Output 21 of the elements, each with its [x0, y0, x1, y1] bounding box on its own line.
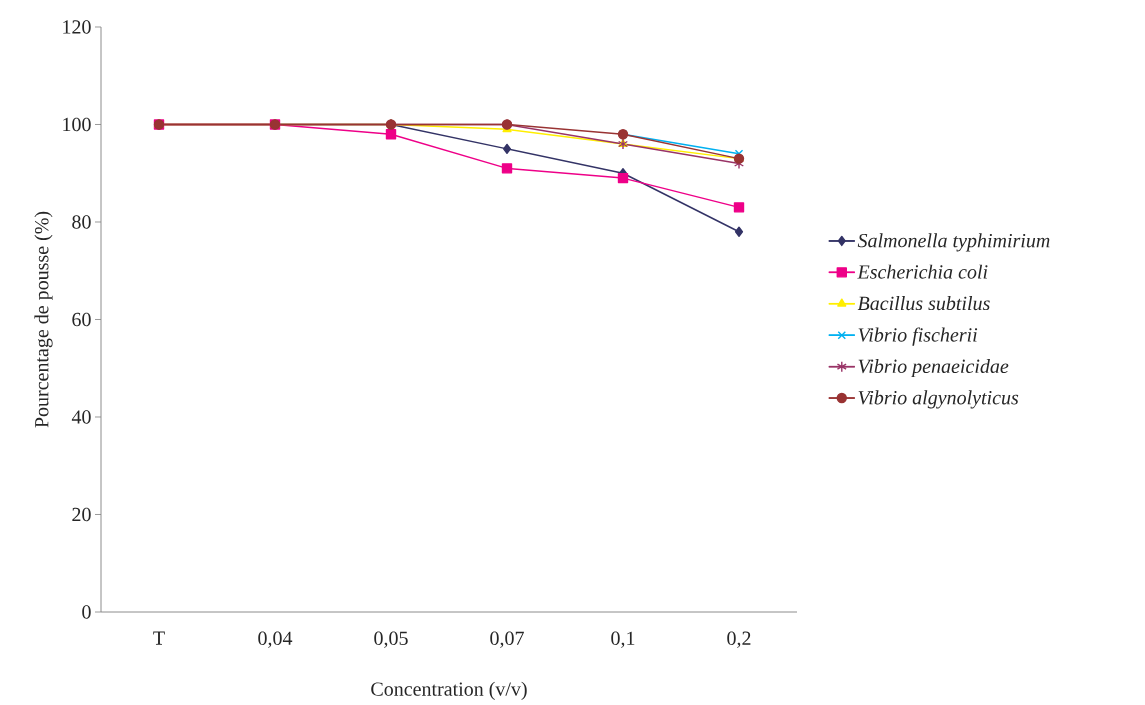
- y-tick-label: 80: [72, 215, 91, 229]
- x-tick-label: 0,07: [490, 631, 524, 648]
- y-tick-label: 0: [82, 605, 91, 619]
- x-tick-label: 0,04: [258, 631, 293, 648]
- y-axis-title: Pourcentage de pousse (%): [34, 211, 53, 428]
- y-tick-label: 20: [72, 507, 91, 522]
- legend-label: Salmonella typhimirium: [857, 233, 1050, 252]
- y-tick-label: 120: [63, 20, 91, 34]
- legend-label: Vibrio algynolyticus: [858, 390, 1019, 409]
- legend-label: Vibrio fischerii: [858, 327, 978, 346]
- legend-label: Bacillus subtilus: [857, 296, 990, 311]
- y-tick-label: 60: [72, 312, 91, 327]
- x-tick-label: 0,05: [374, 631, 408, 648]
- y-tick-label: 100: [63, 117, 91, 132]
- y-tick-label: 40: [71, 410, 91, 424]
- legend-label: Escherichia coli: [857, 264, 988, 279]
- x-axis-title: Concentration (v/v): [371, 681, 527, 700]
- legend-label: Vibrio penaeicidae: [858, 358, 1009, 378]
- x-tick-label: T: [153, 631, 165, 645]
- x-tick-label: 0,1: [611, 631, 635, 648]
- x-tick-label: 0,2: [727, 631, 751, 648]
